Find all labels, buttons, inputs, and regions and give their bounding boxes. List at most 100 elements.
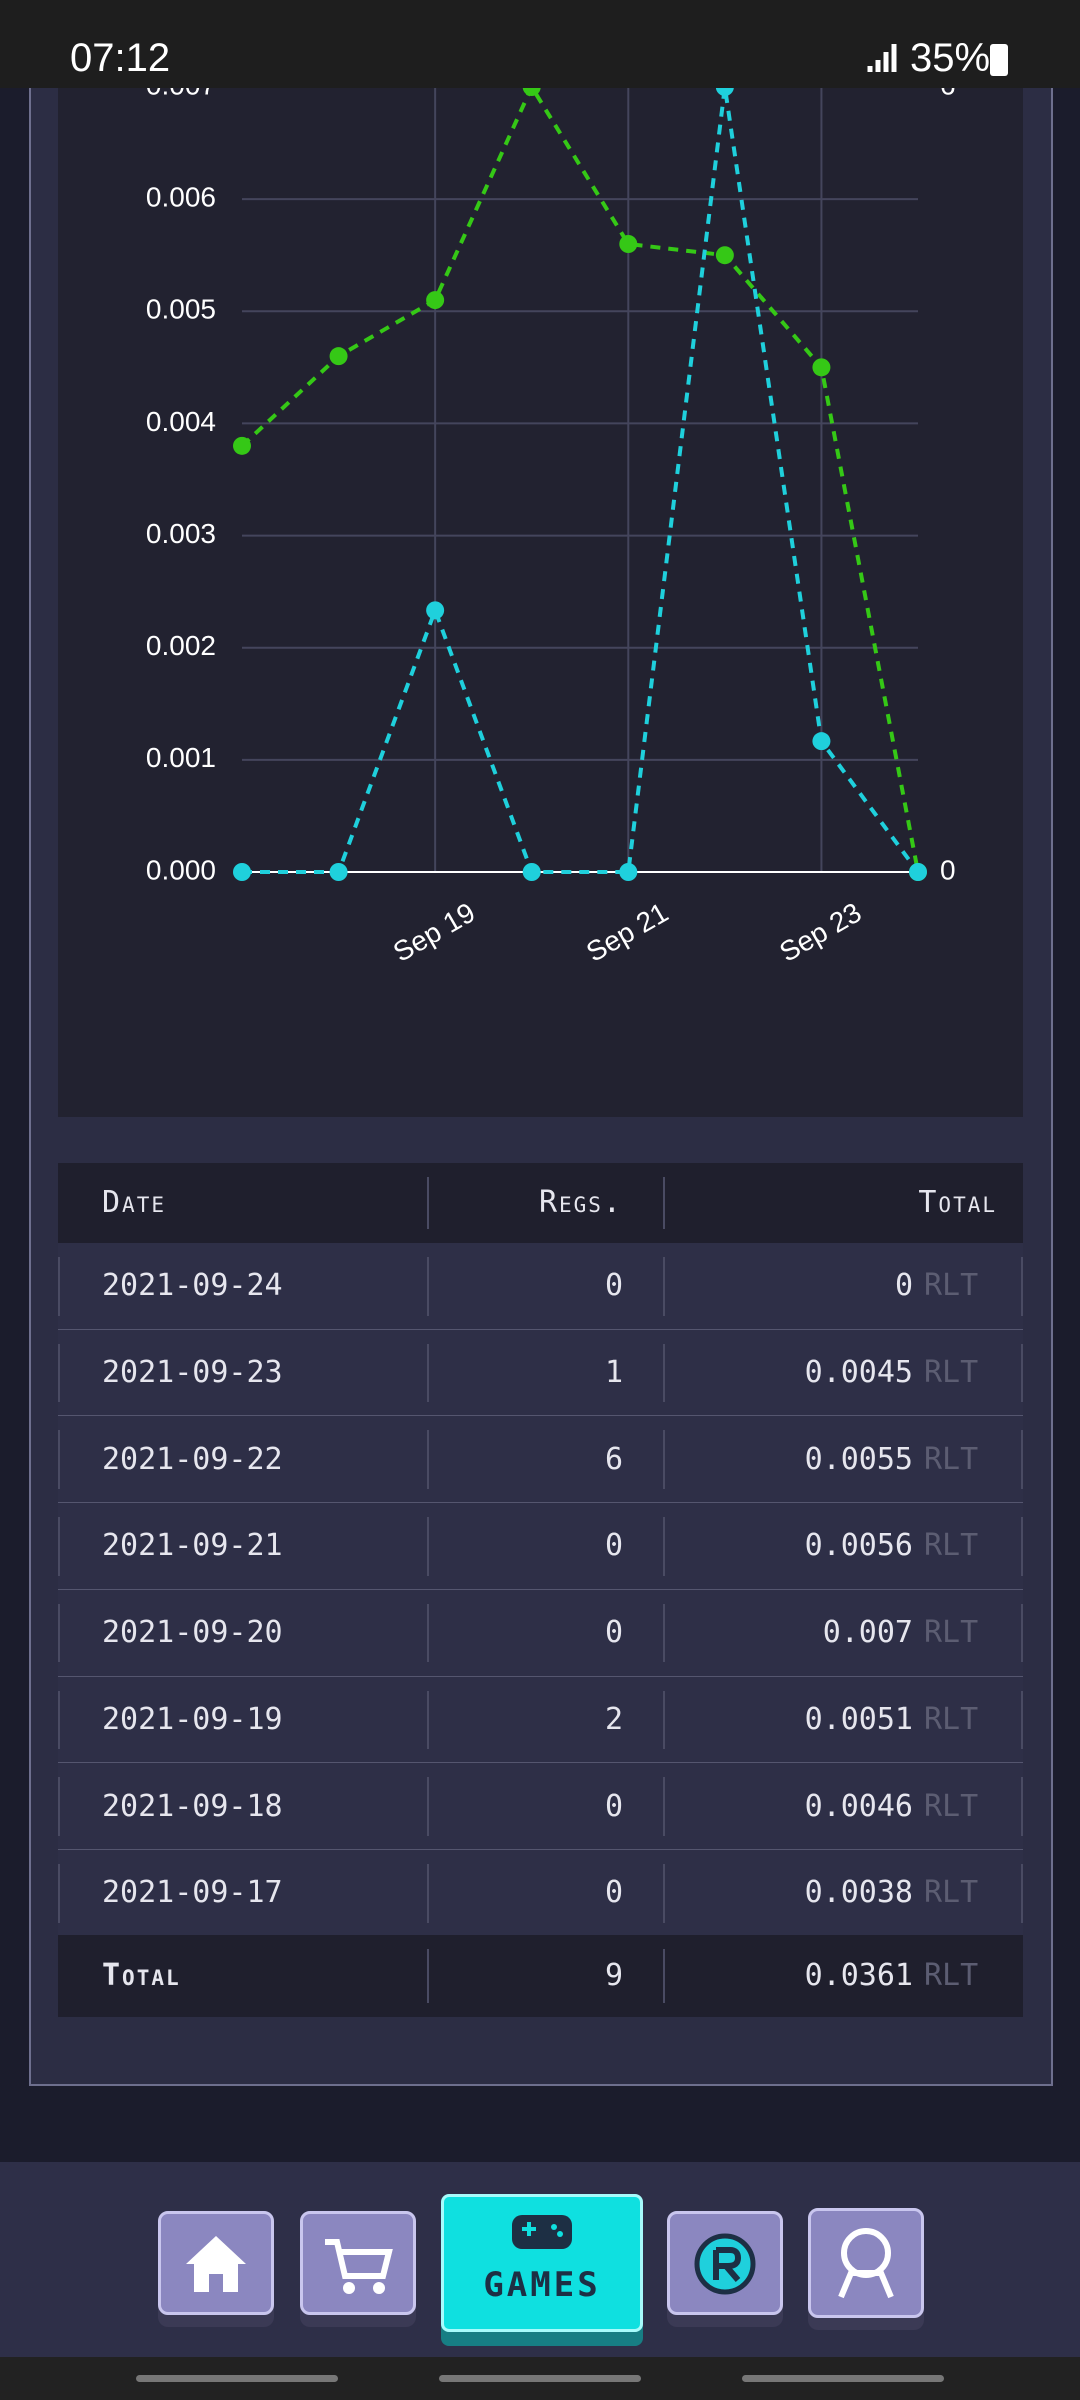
profile-icon bbox=[838, 2228, 894, 2299]
cell: 2021-09-23 bbox=[102, 1355, 283, 1391]
battery-level: 35% bbox=[910, 36, 991, 80]
table-row bbox=[58, 1329, 1023, 1417]
token-button[interactable] bbox=[667, 2211, 783, 2315]
chart: 0.0000.0010.0020.0030.0040.0050.0060.007… bbox=[146, 57, 956, 968]
column-separator bbox=[427, 1430, 429, 1490]
data-point bbox=[233, 436, 251, 455]
cell: 2021-09-17 bbox=[102, 1875, 283, 1911]
cell: 0 bbox=[604, 1268, 623, 1304]
row-edge bbox=[1021, 1863, 1023, 1923]
cell: Date bbox=[102, 1185, 166, 1220]
table-row bbox=[58, 1763, 1023, 1850]
status-bar: 07:12 35% bbox=[0, 0, 1080, 88]
row-edge bbox=[1021, 1430, 1023, 1490]
table-row bbox=[58, 1676, 1023, 1764]
row-edge bbox=[58, 1603, 60, 1663]
row-edge bbox=[58, 1517, 60, 1576]
shop-button[interactable] bbox=[300, 2211, 416, 2315]
cell: 0.0051 bbox=[804, 1701, 913, 1737]
y-tick-label: 0.003 bbox=[146, 518, 216, 549]
column-separator bbox=[663, 1777, 665, 1836]
row-edge bbox=[58, 1257, 60, 1316]
column-separator bbox=[663, 1343, 665, 1403]
row-edge bbox=[1021, 1257, 1023, 1316]
table-row bbox=[58, 1849, 1023, 1937]
row-edge bbox=[58, 1777, 60, 1836]
data-point bbox=[715, 246, 734, 265]
home-icon bbox=[186, 2236, 246, 2292]
cell: Total bbox=[918, 1185, 997, 1220]
series-line bbox=[242, 86, 920, 874]
cell: 0 bbox=[604, 1875, 623, 1911]
y2-tick-label: 0 bbox=[940, 854, 956, 885]
signal-icon bbox=[867, 44, 897, 72]
cell: 2021-09-19 bbox=[102, 1701, 283, 1737]
x-tick-label: Sep 21 bbox=[581, 897, 673, 968]
x-tick-label: Sep 19 bbox=[388, 897, 480, 968]
column-separator bbox=[427, 1343, 429, 1403]
column-separator bbox=[427, 1863, 429, 1923]
unit: RLT bbox=[924, 1701, 979, 1737]
table-row bbox=[58, 1416, 1023, 1504]
table-row bbox=[58, 1589, 1023, 1677]
column-separator bbox=[663, 1257, 665, 1316]
home-button[interactable] bbox=[158, 2211, 274, 2315]
row-edge bbox=[58, 1690, 60, 1750]
cell: Regs. bbox=[538, 1185, 623, 1220]
cell: 2021-09-24 bbox=[102, 1268, 283, 1304]
gesture-handle bbox=[439, 2375, 641, 2382]
cell: 0.0056 bbox=[804, 1528, 913, 1564]
profile-button[interactable] bbox=[808, 2208, 924, 2318]
x-tick-label: Sep 23 bbox=[774, 897, 866, 968]
column-separator bbox=[663, 1690, 665, 1750]
row-edge bbox=[58, 1863, 60, 1923]
row-edge bbox=[1021, 1777, 1023, 1836]
data-point bbox=[522, 863, 541, 881]
data-point bbox=[909, 863, 927, 881]
data-point bbox=[426, 601, 445, 620]
unit: RLT bbox=[924, 1441, 979, 1477]
column-separator bbox=[427, 1517, 429, 1576]
row-edge bbox=[1021, 1690, 1023, 1750]
cell: 0.0055 bbox=[804, 1441, 913, 1477]
y-tick-label: 0.005 bbox=[146, 294, 216, 325]
row-edge bbox=[1021, 1517, 1023, 1576]
cell: 0.0046 bbox=[804, 1788, 913, 1824]
games-button[interactable]: GAMES bbox=[441, 2194, 643, 2332]
gesture-handle bbox=[136, 2375, 338, 2382]
cell: 1 bbox=[604, 1355, 623, 1391]
data-point bbox=[812, 732, 831, 751]
row-edge bbox=[58, 1343, 60, 1403]
data-point bbox=[329, 347, 348, 366]
cell: 0.0045 bbox=[804, 1355, 913, 1391]
cell: 2021-09-21 bbox=[102, 1528, 283, 1564]
y-tick-label: 0.000 bbox=[146, 854, 216, 885]
data-point bbox=[619, 235, 638, 253]
column-separator bbox=[427, 1690, 429, 1750]
y-tick-label: 0.002 bbox=[146, 630, 216, 661]
unit: RLT bbox=[924, 1268, 979, 1304]
unit: RLT bbox=[924, 1875, 979, 1911]
header-row bbox=[58, 1163, 1023, 1243]
cell: 2021-09-22 bbox=[102, 1441, 283, 1477]
y-tick-label: 0.004 bbox=[146, 406, 216, 437]
table-row bbox=[58, 1503, 1023, 1590]
cell: 0 bbox=[894, 1268, 913, 1304]
cell: 2021-09-20 bbox=[102, 1615, 283, 1651]
cell: 0.0361 bbox=[804, 1958, 913, 1993]
cart-icon bbox=[325, 2239, 393, 2294]
column-separator bbox=[663, 1949, 665, 2003]
unit: RLT bbox=[924, 1615, 979, 1651]
cell: Total bbox=[102, 1958, 181, 1993]
gamepad-icon bbox=[512, 2215, 572, 2249]
unit: RLT bbox=[924, 1788, 979, 1824]
cell: 0.007 bbox=[822, 1615, 913, 1651]
data-point bbox=[426, 291, 445, 310]
clock: 07:12 bbox=[70, 36, 171, 80]
data-point bbox=[329, 863, 348, 881]
battery-icon bbox=[990, 44, 1008, 76]
cell: 2 bbox=[604, 1701, 623, 1737]
column-separator bbox=[427, 1777, 429, 1836]
table-row bbox=[58, 1243, 1023, 1330]
